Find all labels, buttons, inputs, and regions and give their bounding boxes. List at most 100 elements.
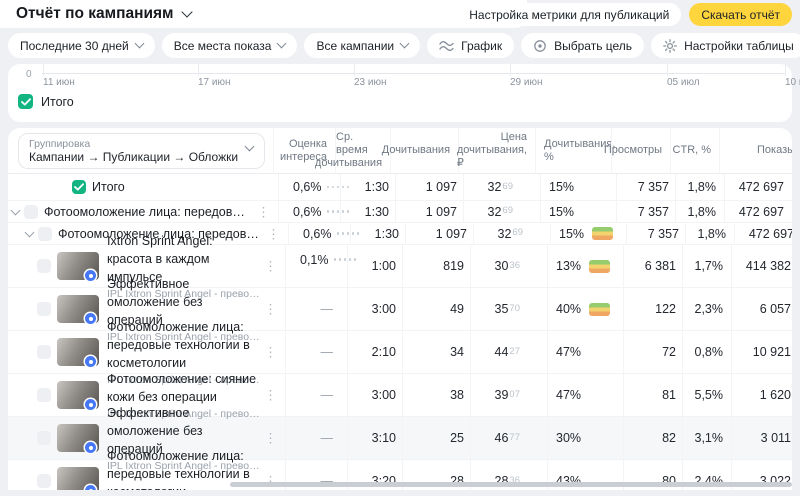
cell-views: 7 357 <box>616 174 675 200</box>
cell-avg-time: 1:00 <box>347 245 402 287</box>
cell-ctr: 1,8% <box>675 174 724 200</box>
cell-avg-time: 3:00 <box>347 374 402 416</box>
total-legend-checkbox[interactable] <box>18 94 33 109</box>
chevron-down-icon <box>134 38 145 49</box>
table-row-publication[interactable]: Фотоомоложение лица: передовые технологи… <box>8 223 792 245</box>
download-report-button[interactable]: Скачать отчёт <box>689 3 792 26</box>
cell-interest: — <box>285 331 347 373</box>
cell-ctr: 5,5% <box>682 374 731 416</box>
table-row-cover[interactable]: Ixtron Sprint Angel: красота в каждом им… <box>8 234 792 300</box>
row-checkbox[interactable] <box>37 431 51 445</box>
select-goal-button[interactable]: Выбрать цель <box>521 33 645 58</box>
axis-tick <box>510 64 511 76</box>
traffic-light-badge <box>589 302 611 316</box>
cell-shows: 10 921 <box>731 331 792 373</box>
grouping-dropdown[interactable]: Группировка Кампании → Публикации → Обло… <box>18 132 266 169</box>
col-header-views: Просмотры <box>604 128 670 174</box>
grouping-value: Кампании → Публикации → Обложки <box>29 149 239 164</box>
chart-toggle-label: График <box>461 38 503 53</box>
kebab-menu-icon[interactable]: ⋮ <box>264 430 277 446</box>
cell-read-price: 46 77 <box>470 417 547 459</box>
publication-thumbnail <box>57 424 99 453</box>
timeline-chart-card: 0 11 июн 17 июн 23 июн 29 июн 05 июл 10 … <box>8 64 800 122</box>
table-row-cover-selected[interactable]: Эффективное омоложение без операций IPL I… <box>8 406 792 472</box>
campaign-filter[interactable]: Все кампании <box>304 33 421 58</box>
cell-reads: 1 097 <box>395 174 463 200</box>
cell-views: 7 357 <box>616 201 675 222</box>
cell-views: 72 <box>623 331 682 373</box>
waves-chart-icon <box>439 40 454 51</box>
table-settings-button[interactable]: Настройки таблицы <box>651 33 800 58</box>
publication-thumbnail <box>57 338 99 367</box>
cell-read-price: 32 69 <box>473 223 550 244</box>
cell-reads: 38 <box>402 374 470 416</box>
check-icon <box>74 183 84 191</box>
report-table-card: Группировка Кампании → Публикации → Обло… <box>8 128 792 490</box>
cell-reads: 49 <box>402 288 470 330</box>
table-row-cover[interactable]: Эффективное омоложение без операций IPL I… <box>8 277 792 343</box>
cell-read-price: 39 07 <box>470 374 547 416</box>
chart-toggle-button[interactable]: График <box>427 33 515 58</box>
cell-reads: 25 <box>402 417 470 459</box>
kebab-menu-icon[interactable]: ⋮ <box>264 301 277 317</box>
chevron-down-icon <box>180 6 193 18</box>
table-row-cover[interactable]: Фотоомоложение: сияние кожи без операции… <box>8 372 792 420</box>
interest-rating-dots <box>326 210 349 213</box>
cell-ctr: 0,8% <box>682 331 731 373</box>
cell-reads: 1 097 <box>395 201 463 222</box>
row-checkbox[interactable] <box>37 388 51 402</box>
row-checkbox[interactable] <box>37 302 51 316</box>
period-filter[interactable]: Последние 30 дней <box>8 33 155 58</box>
date-label: 17 июн <box>198 77 231 88</box>
cell-avg-time: 3:00 <box>347 288 402 330</box>
cell-interest: — <box>285 417 347 459</box>
table-settings-label: Настройки таблицы <box>684 38 794 53</box>
row-checkbox[interactable] <box>37 474 51 488</box>
gear-icon <box>663 38 677 53</box>
kebab-menu-icon[interactable]: ⋮ <box>257 204 270 219</box>
row-checkbox[interactable] <box>38 226 52 241</box>
row-checkbox[interactable] <box>24 204 38 219</box>
interest-rating-dots <box>326 185 349 189</box>
select-goal-label: Выбрать цель <box>554 38 633 53</box>
cell-read-pct: 30% <box>547 417 623 459</box>
table-row-total[interactable]: Итого 0,6% 1:30 1 097 32 69 15% 7 357 1,8… <box>8 174 792 201</box>
cell-shows: 472 697 <box>724 201 792 222</box>
kebab-menu-icon[interactable]: ⋮ <box>264 258 277 274</box>
cell-read-pct: 15% <box>540 201 616 222</box>
cell-reads: 34 <box>402 331 470 373</box>
axis-tick <box>43 64 44 76</box>
cell-avg-time: 1:30 <box>340 201 395 222</box>
row-checkbox[interactable] <box>37 259 51 273</box>
x-axis-date-labels: 11 июн 17 июн 23 июн 29 июн 05 июл 10 ию <box>42 74 800 88</box>
cell-shows: 1 620 <box>731 374 792 416</box>
traffic-light-badge <box>589 259 611 273</box>
table-row-cover[interactable]: Фотоомоложение лица: передовые технологи… <box>8 320 792 386</box>
placement-filter[interactable]: Все места показа <box>161 33 298 58</box>
collapse-chevron-icon[interactable] <box>24 227 35 237</box>
table-row-campaign[interactable]: Фотоомоложение лица: передовые технологи… <box>8 201 792 223</box>
metrics-settings-label: Настройка метрики для публикаций <box>469 7 670 22</box>
cell-read-pct: 40% <box>547 288 623 330</box>
cell-ctr: 1,7% <box>682 245 731 287</box>
cell-shows: 3 011 <box>731 417 792 459</box>
cell-avg-time: 1:30 <box>340 174 395 200</box>
horizontal-scrollbar[interactable] <box>230 482 792 487</box>
cell-shows: 6 057 <box>731 288 792 330</box>
cell-interest: — <box>285 288 347 330</box>
kebab-menu-icon[interactable]: ⋮ <box>264 344 277 360</box>
kebab-menu-icon[interactable]: ⋮ <box>264 387 277 403</box>
date-label: 05 июл <box>667 77 700 88</box>
row-checkbox[interactable] <box>37 345 51 359</box>
cell-interest: — <box>285 374 347 416</box>
kebab-menu-icon[interactable]: ⋮ <box>267 226 280 241</box>
report-title-dropdown[interactable]: Отчёт по кампаниям <box>16 0 193 28</box>
cell-interest: 0,6% <box>278 174 349 200</box>
row-title: Фотоомоложение лица: передовые технологи… <box>107 449 250 490</box>
cell-read-price: 32 69 <box>463 201 540 222</box>
row-checkbox[interactable] <box>72 180 86 194</box>
dzen-logo-icon <box>85 270 96 281</box>
metrics-settings-button[interactable]: Настройка метрики для публикаций <box>457 3 682 26</box>
cell-ctr: 1,8% <box>675 201 724 222</box>
collapse-chevron-icon[interactable] <box>10 205 21 215</box>
